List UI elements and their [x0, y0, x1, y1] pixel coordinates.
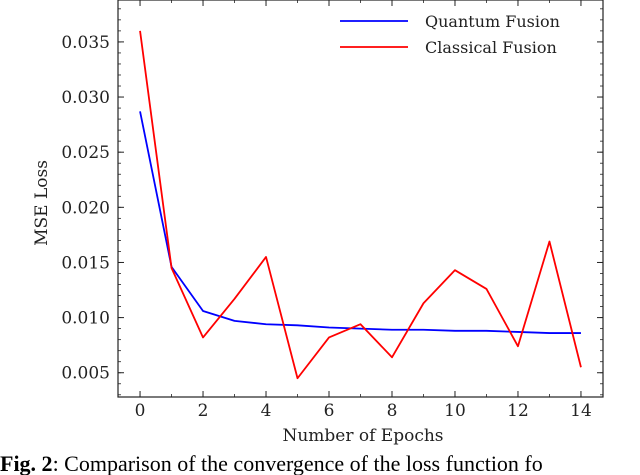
series-line-classical-fusion: [139, 30, 582, 380]
y-axis-ticks: 0.005 0.010 0.015 0.020 0.025 0.030 0.035: [61, 33, 603, 384]
caption-label: Fig. 2: [0, 452, 53, 475]
plot-frame: [117, 0, 604, 398]
y-tick-label: 0.035: [61, 33, 110, 53]
y-tick-label: 0.010: [61, 309, 110, 329]
x-tick-label: 2: [198, 401, 209, 421]
y-axis-label: MSE Loss: [32, 160, 52, 246]
x-axis-label: Number of Epochs: [282, 426, 443, 446]
x-tick-label: 14: [570, 401, 592, 421]
y-tick-label: 0.030: [61, 88, 110, 108]
y-tick-label: 0.015: [61, 253, 110, 273]
legend: Quantum Fusion Classical Fusion: [340, 12, 560, 57]
x-tick-label: 6: [324, 401, 335, 421]
plot-area: [117, 0, 604, 398]
x-tick-label: 8: [387, 401, 398, 421]
figure-caption: Fig. 2: Comparison of the convergence of…: [0, 452, 640, 475]
x-tick-label: 12: [507, 401, 529, 421]
x-tick-label: 10: [444, 401, 466, 421]
legend-label-quantum-fusion: Quantum Fusion: [425, 12, 560, 31]
x-tick-label: 0: [135, 401, 146, 421]
series-line-quantum-fusion: [139, 111, 581, 334]
x-tick-label: 4: [261, 401, 272, 421]
legend-label-classical-fusion: Classical Fusion: [425, 38, 557, 57]
y-tick-label: 0.020: [61, 198, 110, 218]
x-axis-ticks: 0 2 4 6 8 10 12 14: [135, 0, 592, 421]
y-tick-label: 0.005: [61, 364, 110, 384]
series-layer: [139, 30, 582, 380]
y-tick-label: 0.025: [61, 143, 110, 163]
caption-text: : Comparison of the convergence of the l…: [52, 452, 543, 475]
